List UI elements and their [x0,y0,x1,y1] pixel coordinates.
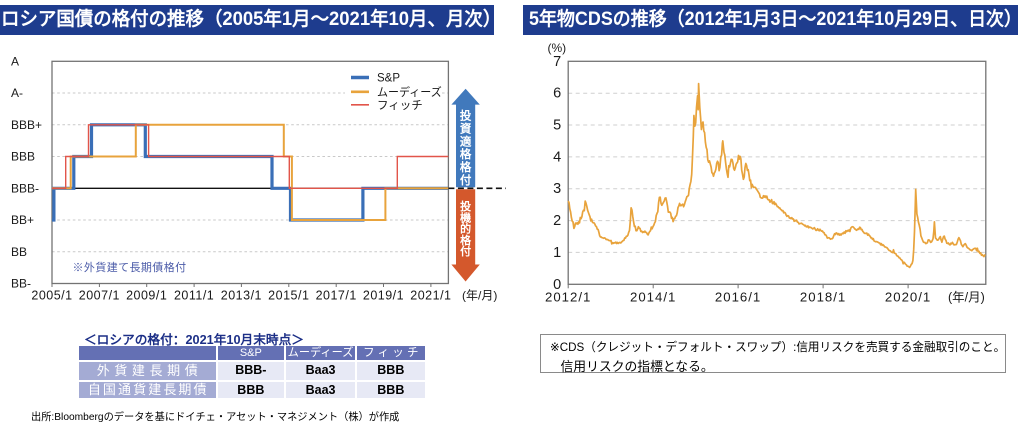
svg-text:0: 0 [553,277,561,293]
svg-text:格: 格 [460,147,472,161]
svg-text:3: 3 [553,181,561,197]
svg-text:(%): (%) [548,41,567,55]
svg-text:S&P: S&P [377,73,400,85]
svg-text:BBB+: BBB+ [11,118,42,132]
svg-text:2: 2 [553,213,561,229]
svg-text:付: 付 [460,244,471,258]
svg-text:BB+: BB+ [11,213,34,227]
svg-text:2015/1: 2015/1 [268,289,309,303]
svg-text:2007/1: 2007/1 [79,289,120,303]
svg-text:4: 4 [553,149,561,165]
svg-text:(年/月): (年/月) [948,290,985,304]
svg-text:機: 機 [460,210,471,224]
svg-text:2016/1: 2016/1 [715,289,761,304]
svg-text:A-: A- [11,86,23,100]
svg-text:2019/1: 2019/1 [363,289,404,303]
svg-text:2020/1: 2020/1 [885,289,931,304]
svg-text:適: 適 [460,134,472,148]
svg-text:ムーディーズ: ムーディーズ [377,85,442,99]
svg-text:フィッチ: フィッチ [377,99,423,112]
svg-text:格: 格 [460,160,472,174]
svg-text:(年/月): (年/月) [462,289,497,303]
svg-text:2011/1: 2011/1 [174,289,214,303]
svg-text:2005/1: 2005/1 [31,289,72,303]
svg-text:投: 投 [460,199,471,213]
svg-text:6: 6 [553,86,561,102]
svg-text:A: A [11,55,19,69]
svg-text:付: 付 [460,173,472,187]
svg-text:※外貨建て長期債格付: ※外貨建て長期債格付 [73,260,187,274]
svg-text:2009/1: 2009/1 [126,289,167,303]
svg-text:2013/1: 2013/1 [221,289,262,303]
svg-text:BBB-: BBB- [11,182,39,196]
svg-text:2014/1: 2014/1 [630,289,676,304]
svg-text:2021/1: 2021/1 [410,289,451,303]
svg-text:2012/1: 2012/1 [545,289,591,304]
svg-text:7: 7 [553,54,561,70]
svg-text:BBB: BBB [11,150,35,164]
svg-text:資: 資 [460,121,472,135]
svg-text:2018/1: 2018/1 [800,289,846,304]
svg-text:BB-: BB- [11,277,31,291]
svg-text:2017/1: 2017/1 [316,289,357,303]
svg-text:的: 的 [460,222,471,236]
svg-text:1: 1 [553,245,561,261]
svg-text:5: 5 [553,118,561,134]
svg-text:BB: BB [11,245,27,259]
svg-text:格: 格 [460,233,472,247]
svg-text:投: 投 [460,109,472,123]
